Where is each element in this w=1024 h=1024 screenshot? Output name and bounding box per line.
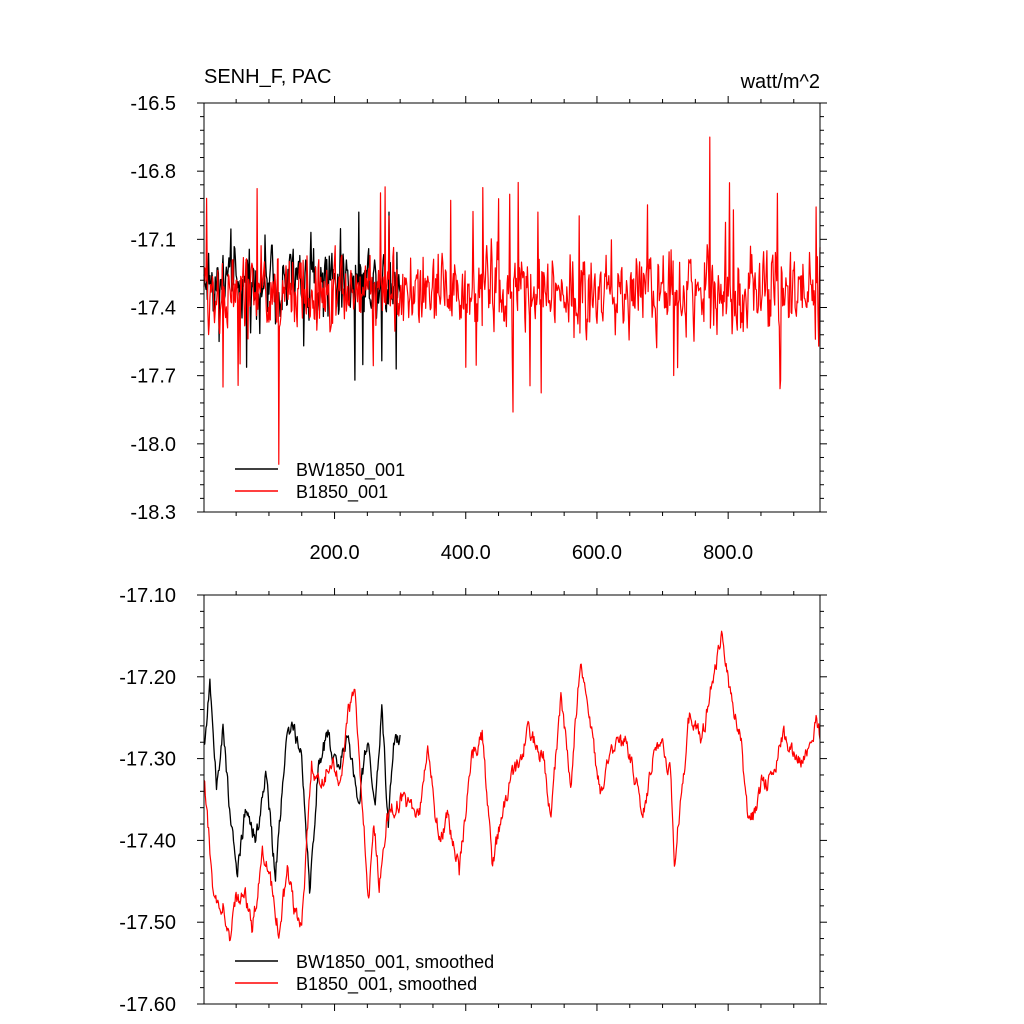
series-line-b1850-001: [203, 136, 821, 465]
y-tick-label: -17.60: [119, 994, 176, 1016]
plot-frame: [203, 594, 821, 1005]
x-tick-label: 200.0: [310, 542, 360, 564]
y-tick-label: -17.10: [119, 585, 176, 607]
x-tick-label: 600.0: [572, 542, 622, 564]
panel-top-left-title: SENH_F, PAC: [204, 66, 331, 88]
y-tick-label: -18.3: [130, 502, 176, 524]
series-line-bw1850-001-smoothed: [203, 678, 401, 894]
legend-label: BW1850_001: [296, 460, 405, 481]
y-tick-label: -17.1: [130, 229, 176, 251]
x-tick-label: 800.0: [703, 542, 753, 564]
x-tick-label: 400.0: [441, 542, 491, 564]
series-line-b1850-001-smoothed: [203, 630, 821, 942]
y-tick-label: -17.50: [119, 912, 176, 934]
y-tick-label: -17.7: [130, 366, 176, 388]
panel-bottom: -17.60 -17.50 -17.40 -17.30 -17.20 -17.10 BW18…: [119, 585, 827, 1016]
y-tick-label: -17.40: [119, 830, 176, 852]
y-tick-label: -18.0: [130, 434, 176, 456]
legend-label: B1850_001, smoothed: [296, 974, 477, 995]
y-tick-label: -17.20: [119, 667, 176, 689]
y-tick-label: -17.4: [130, 298, 176, 320]
y-tick-label: -16.8: [130, 161, 176, 183]
panel-top: -18.3 -18.0 -17.7 -17.4 -17.1 -16.8 -16.5 200.0…: [130, 93, 827, 564]
legend-label: BW1850_001, smoothed: [296, 952, 494, 973]
y-tick-label: -17.30: [119, 749, 176, 771]
panel-top-right-title: watt/m^2: [740, 71, 820, 93]
y-tick-label: -16.5: [130, 93, 176, 115]
legend-label: B1850_001: [296, 482, 388, 503]
